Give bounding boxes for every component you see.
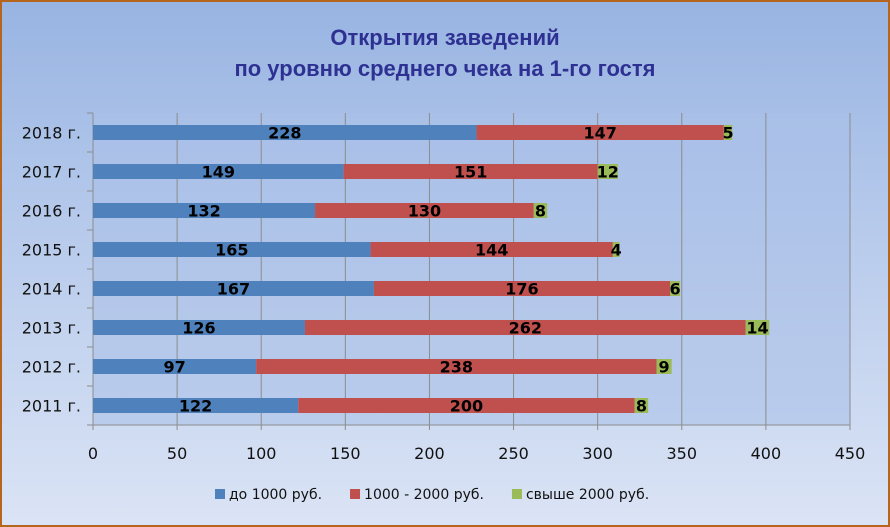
y-tick-label: 2014 г.: [22, 280, 81, 299]
data-label: 147: [583, 124, 616, 143]
data-label: 200: [450, 397, 483, 416]
bar-segment: [670, 281, 681, 296]
bar-segment: [93, 203, 316, 218]
y-tick-label: 2013 г.: [22, 319, 81, 338]
legend-label: свыше 2000 руб.: [526, 487, 649, 503]
y-tick-label: 2012 г.: [22, 358, 81, 377]
bar-segment: [93, 125, 477, 140]
data-label: 167: [217, 280, 250, 299]
data-label: 144: [475, 241, 508, 260]
data-label: 165: [215, 241, 248, 260]
chart-title-line: Открытия заведений: [330, 25, 559, 50]
data-label: 130: [408, 202, 441, 221]
data-label: 12: [597, 163, 619, 182]
bar-segment: [93, 398, 299, 413]
y-tick-label: 2016 г.: [22, 202, 81, 221]
bar-segment: [93, 320, 305, 335]
data-label: 228: [268, 124, 301, 143]
data-label: 151: [454, 163, 487, 182]
bar-segment: [373, 281, 671, 296]
bar-segment: [745, 320, 770, 335]
bar-segment: [298, 398, 635, 413]
y-tick-label: 2018 г.: [22, 124, 81, 143]
legend-swatch: [215, 489, 225, 499]
legend-label: 1000 - 2000 руб.: [364, 487, 484, 503]
x-tick-label: 350: [667, 444, 698, 463]
data-label: 132: [187, 202, 220, 221]
data-label: 262: [509, 319, 542, 338]
data-label: 149: [202, 163, 235, 182]
plot-area: [93, 113, 850, 425]
data-label: 9: [659, 358, 670, 377]
bar-segment: [634, 398, 649, 413]
data-label: 8: [535, 202, 546, 221]
data-label: 6: [669, 280, 680, 299]
x-tick-label: 400: [751, 444, 782, 463]
bar-segment: [304, 320, 746, 335]
x-tick-label: 0: [88, 444, 98, 463]
y-tick-label: 2015 г.: [22, 241, 81, 260]
bar-segment: [476, 125, 724, 140]
bar-segment: [656, 359, 672, 374]
data-label: 238: [440, 358, 473, 377]
bar-segment: [93, 164, 344, 179]
bar-segment: [723, 125, 733, 140]
bar-segment: [370, 242, 613, 257]
bar-segment: [343, 164, 598, 179]
data-label: 14: [746, 319, 768, 338]
data-label: 8: [636, 397, 647, 416]
bar-segment: [533, 203, 548, 218]
bar-segment: [612, 242, 620, 257]
legend-label: до 1000 руб.: [229, 487, 322, 503]
data-label: 5: [722, 124, 733, 143]
legend-swatch: [350, 489, 361, 499]
bar-segment: [93, 359, 257, 374]
data-label: 97: [163, 358, 185, 377]
bar-segment: [256, 359, 657, 374]
x-tick-label: 250: [498, 444, 529, 463]
data-label: 4: [611, 241, 622, 260]
x-tick-label: 150: [330, 444, 361, 463]
data-label: 176: [505, 280, 538, 299]
x-tick-label: 100: [246, 444, 277, 463]
x-tick-label: 50: [167, 444, 187, 463]
data-label: 126: [182, 319, 215, 338]
x-tick-label: 450: [835, 444, 866, 463]
y-tick-label: 2017 г.: [22, 163, 81, 182]
bar-segment: [93, 242, 371, 257]
y-tick-label: 2011 г.: [22, 397, 81, 416]
chart-title-line: по уровню среднего чека на 1-го гостя: [234, 56, 655, 81]
x-tick-label: 300: [582, 444, 613, 463]
legend-swatch: [511, 489, 522, 499]
bar-segment: [93, 281, 374, 296]
bar-segment: [315, 203, 534, 218]
x-tick-label: 200: [414, 444, 445, 463]
bar-segment: [597, 164, 618, 179]
data-label: 122: [179, 397, 212, 416]
